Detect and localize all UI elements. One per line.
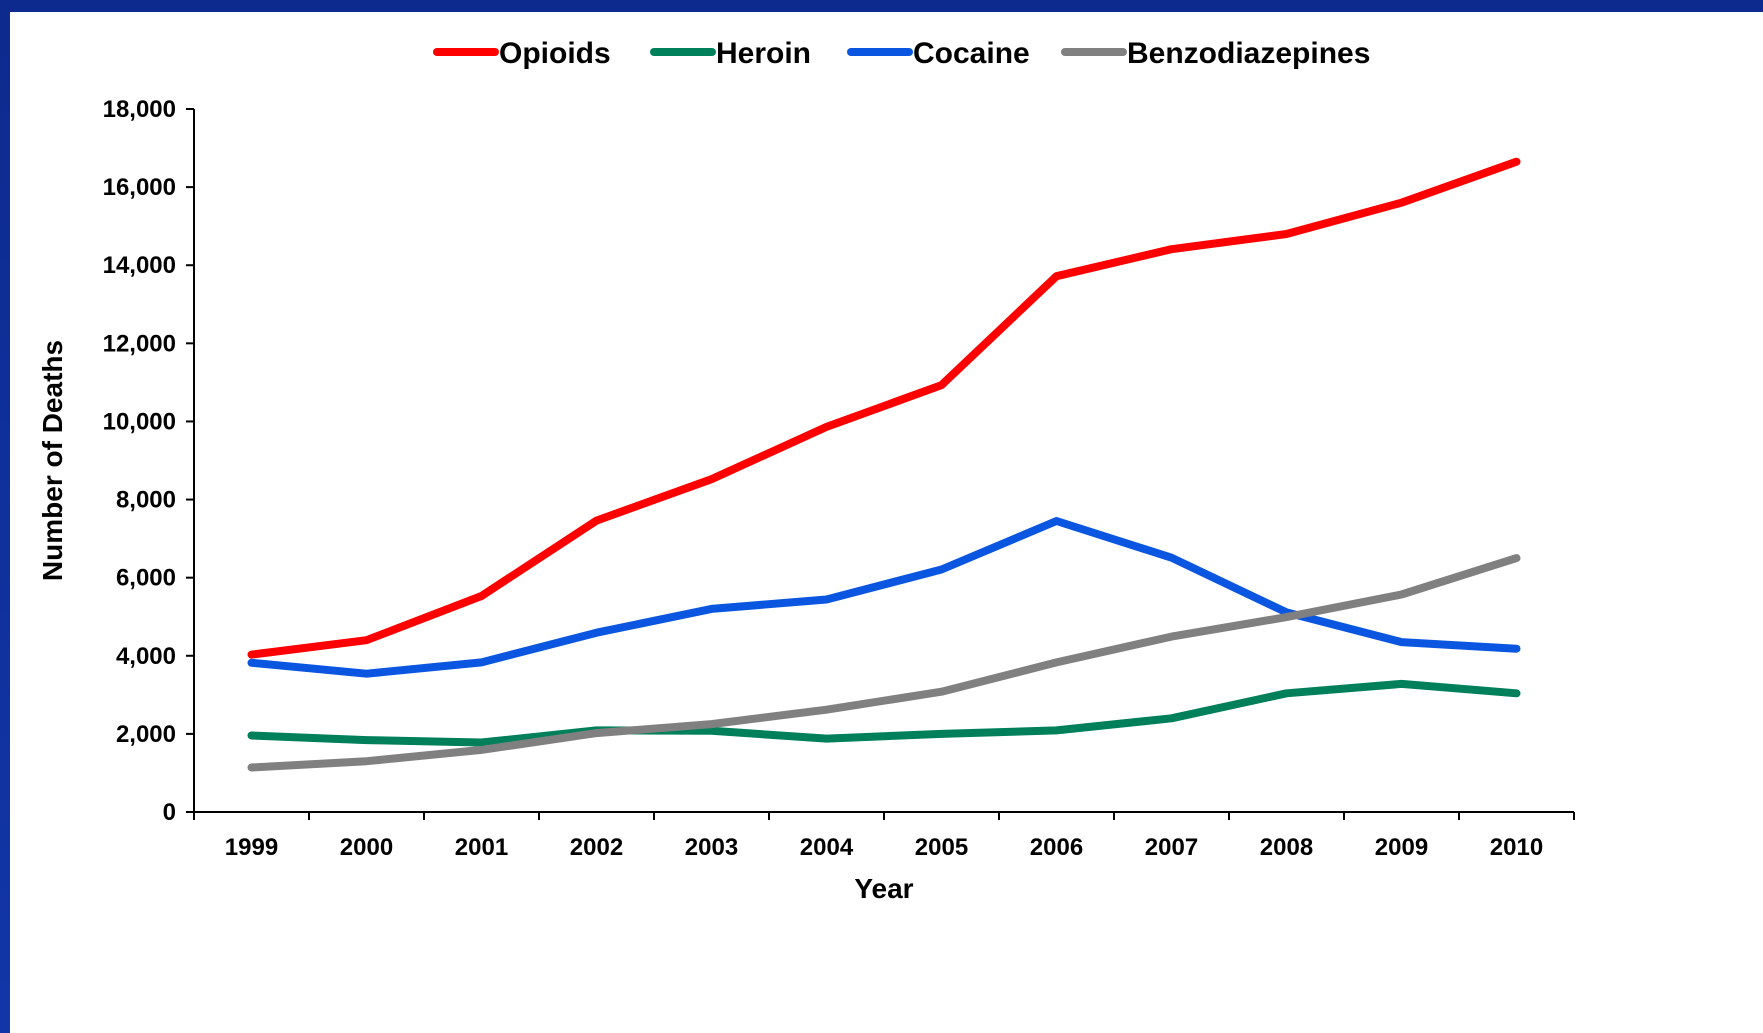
- legend-label: Opioids: [499, 37, 611, 70]
- y-axis: 0 2,000 4,000 6,000 8,000 10,000 12,000 14,000 1…: [103, 96, 194, 826]
- y-tick-label: 16,000: [103, 174, 176, 201]
- legend-item-opioids: Opioids: [437, 37, 611, 70]
- x-tick-label: 2005: [915, 834, 968, 861]
- series-lines: [252, 162, 1517, 768]
- chart-panel: Opioids Heroin Cocaine Benzodiazepines 0 2,0…: [10, 12, 1763, 1033]
- y-tick-label: 0: [163, 799, 176, 826]
- x-tick-label: 2004: [800, 834, 854, 861]
- legend-label: Benzodiazepines: [1127, 37, 1370, 70]
- x-axis: 1999 2000 2001 2002 2003 2004 2005 2006 2007 2008…: [194, 812, 1574, 861]
- legend-label: Cocaine: [913, 37, 1030, 70]
- y-tick-label: 2,000: [116, 721, 176, 748]
- series-line-heroin: [252, 684, 1517, 743]
- legend: Opioids Heroin Cocaine Benzodiazepines: [437, 37, 1370, 70]
- x-tick-label: 2003: [685, 834, 738, 861]
- legend-label: Heroin: [716, 37, 811, 70]
- x-tick-label: 2010: [1490, 834, 1543, 861]
- y-tick-label: 14,000: [103, 252, 176, 279]
- x-axis-title: Year: [854, 873, 913, 904]
- y-tick-label: 4,000: [116, 643, 176, 670]
- legend-item-heroin: Heroin: [654, 37, 811, 70]
- y-tick-label: 12,000: [103, 330, 176, 357]
- x-tick-label: 2006: [1030, 834, 1083, 861]
- line-chart: Opioids Heroin Cocaine Benzodiazepines 0 2,0…: [10, 12, 1763, 1033]
- x-tick-label: 2007: [1145, 834, 1198, 861]
- x-tick-label: 2002: [570, 834, 623, 861]
- x-tick-label: 2001: [455, 834, 508, 861]
- y-tick-label: 18,000: [103, 96, 176, 123]
- y-tick-label: 10,000: [103, 408, 176, 435]
- x-tick-label: 2000: [340, 834, 393, 861]
- x-tick-label: 1999: [225, 834, 278, 861]
- y-axis-title: Number of Deaths: [37, 340, 68, 581]
- legend-item-benzodiazepines: Benzodiazepines: [1065, 37, 1370, 70]
- series-line-cocaine: [252, 521, 1517, 674]
- y-tick-label: 6,000: [116, 565, 176, 592]
- y-tick-label: 8,000: [116, 487, 176, 514]
- legend-item-cocaine: Cocaine: [851, 37, 1030, 70]
- x-tick-label: 2009: [1375, 834, 1428, 861]
- x-tick-label: 2008: [1260, 834, 1313, 861]
